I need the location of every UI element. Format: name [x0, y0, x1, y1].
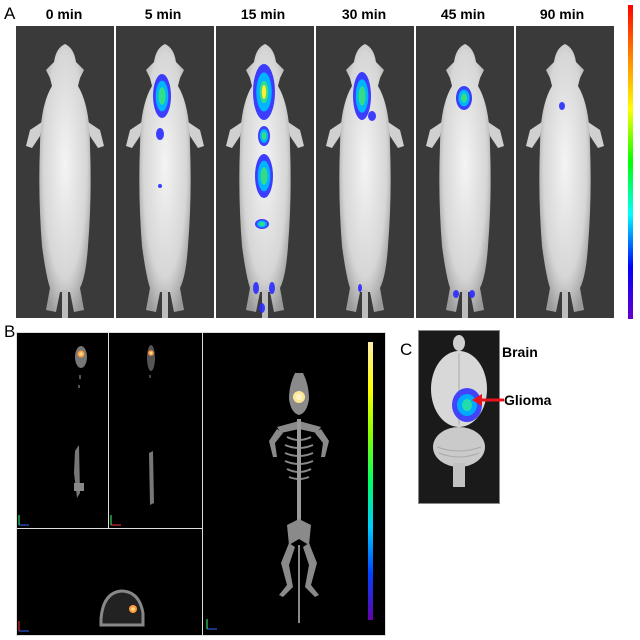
mouse-frame — [216, 26, 314, 318]
timepoint-label: 15 min — [240, 6, 286, 22]
mouse-frame — [116, 26, 214, 318]
timepoint-label: 0 min — [45, 6, 83, 22]
timepoint-label: 30 min — [341, 6, 387, 22]
mouse-frame — [16, 26, 114, 318]
intensity-colorbar — [628, 5, 633, 319]
brain-label: Brain — [502, 344, 538, 360]
timepoint-label: 45 min — [440, 6, 486, 22]
timepoint-label: 90 min — [539, 6, 585, 22]
mouse-frame — [516, 26, 614, 318]
glioma-arrow — [472, 394, 504, 406]
panel-a-letter: A — [4, 4, 16, 23]
mouse-frame — [416, 26, 514, 318]
panel-b-letter: B — [4, 322, 16, 341]
ct-axial-view — [16, 528, 204, 636]
ct-intensity-colorbar — [368, 342, 373, 620]
mouse-frame — [316, 26, 414, 318]
ct-3d-skeleton-view — [202, 332, 386, 636]
ct-coronal-view — [16, 332, 110, 530]
timepoint-label: 5 min — [144, 6, 182, 22]
glioma-label: Glioma — [504, 392, 552, 408]
ct-sagittal-view — [108, 332, 204, 530]
brain-image — [418, 330, 500, 504]
panel-c-letter: C — [400, 340, 413, 359]
